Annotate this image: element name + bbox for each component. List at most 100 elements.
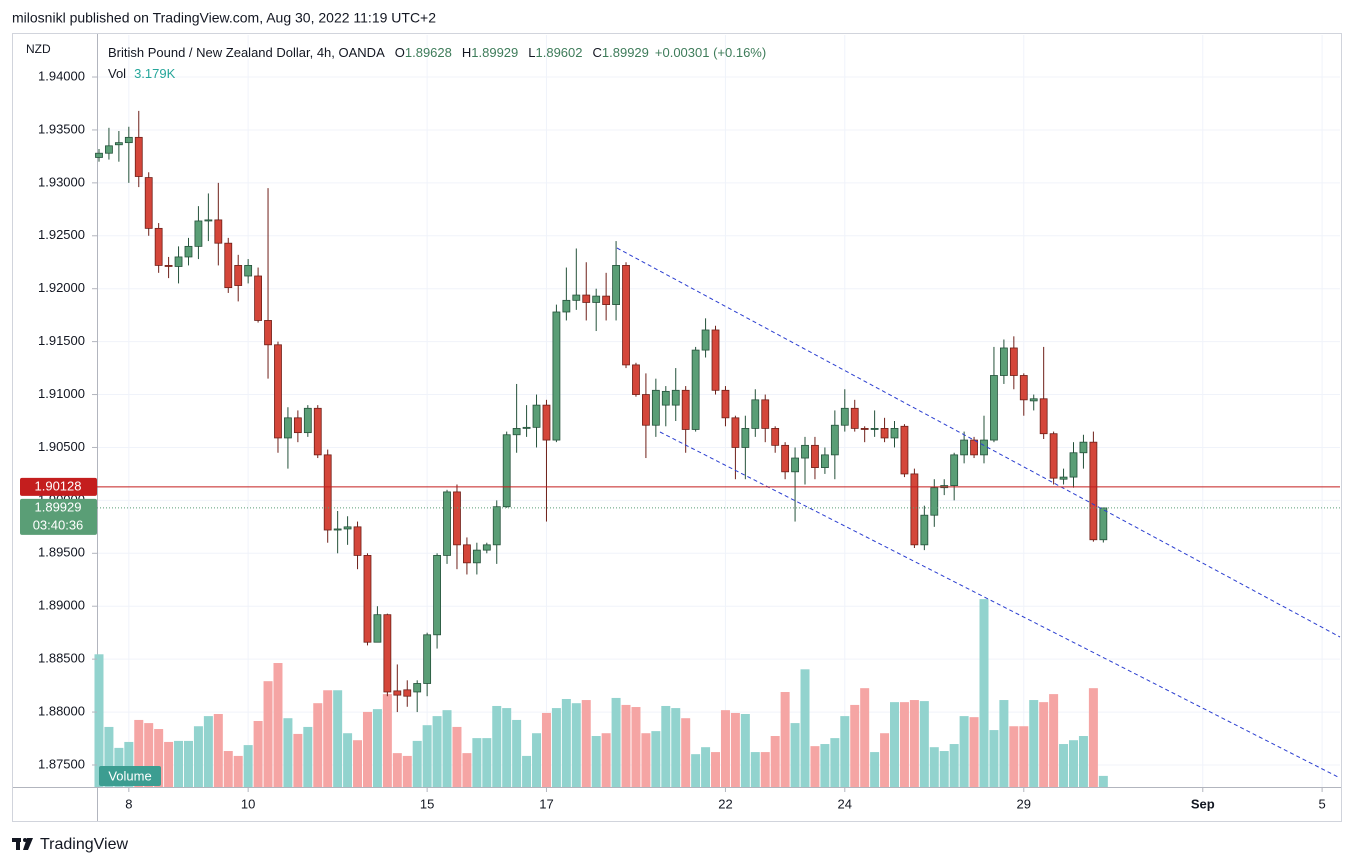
- legend-volume: Vol 3.179K: [108, 66, 176, 81]
- candle-body: [1069, 452, 1078, 478]
- candle-body: [612, 265, 620, 305]
- axes-layer: 1.94000 1.93500 1.93000 1.92500 1.92000 1.915…: [20, 68, 1340, 811]
- volume-bar: [333, 690, 343, 787]
- volume-bar: [94, 654, 104, 787]
- volume-bar: [203, 716, 213, 787]
- candle-body: [602, 295, 611, 305]
- volume-bar: [949, 744, 959, 787]
- volume-badge-text: Volume: [108, 768, 151, 783]
- candle-body: [144, 177, 153, 229]
- volume-bar: [959, 716, 969, 787]
- y-tick-label: 1.92500: [38, 227, 85, 242]
- legend-ohlc: British Pound / New Zealand Dollar, 4h, …: [108, 45, 766, 60]
- volume-bar: [442, 710, 452, 787]
- candle-body: [930, 487, 939, 516]
- volume-bar: [472, 738, 482, 787]
- candle-body: [920, 514, 929, 546]
- candle-body: [284, 417, 292, 439]
- candle-body: [731, 417, 740, 448]
- candle-body: [194, 220, 203, 247]
- candle-body: [950, 454, 959, 486]
- volume-bar: [104, 726, 114, 787]
- volume-bar: [939, 751, 949, 787]
- candle-body: [1079, 441, 1088, 454]
- x-tick-label: 29: [1017, 796, 1031, 811]
- candle-body: [184, 245, 193, 258]
- candle-body: [751, 399, 760, 429]
- candle-body: [353, 526, 362, 556]
- volume-bar: [860, 688, 870, 787]
- volume-bar: [134, 719, 144, 787]
- price-label: 1.89929: [35, 499, 82, 514]
- volume-bar: [730, 712, 740, 787]
- volume-bar: [760, 752, 770, 787]
- volume-bar: [154, 729, 164, 787]
- volume-bar: [243, 745, 253, 787]
- volume-bar: [303, 726, 313, 787]
- volume-bar: [482, 738, 492, 787]
- volume-bar: [611, 697, 621, 787]
- candle-body: [463, 544, 471, 564]
- candle-body: [492, 506, 501, 546]
- volume-bar: [989, 730, 999, 787]
- trend-line-lower: [659, 431, 1341, 779]
- candle-body: [791, 457, 799, 473]
- candle-body: [383, 614, 392, 693]
- brand: TradingView: [40, 836, 128, 853]
- candle-body: [433, 555, 441, 636]
- y-tick-label: 1.92000: [38, 280, 85, 295]
- candle-body: [393, 690, 402, 696]
- candle-body: [542, 404, 551, 441]
- volume-bar: [174, 740, 184, 787]
- candle-body: [1029, 398, 1038, 402]
- volume-bar: [402, 755, 412, 787]
- volume-bar: [770, 736, 780, 787]
- legend-text: O: [395, 45, 405, 60]
- candle-body: [592, 295, 601, 303]
- volume-bar: [711, 752, 721, 787]
- volume-bar: [412, 740, 422, 787]
- candle-body: [164, 265, 173, 267]
- volume-bar: [502, 708, 512, 787]
- volume-bar: [462, 753, 472, 787]
- volume-bar: [969, 717, 979, 787]
- candle-body: [850, 407, 859, 429]
- volume-bar: [631, 707, 641, 787]
- volume-bar: [353, 740, 363, 787]
- candle-body: [572, 294, 581, 301]
- volume-bar: [1059, 744, 1069, 787]
- legend-text: C: [593, 45, 602, 60]
- byline: milosnikl published on TradingView.com, …: [12, 10, 436, 26]
- x-tick-label: 15: [420, 796, 434, 811]
- legend-text: 1.89602: [536, 45, 583, 60]
- candle-body: [781, 444, 790, 473]
- candle-body: [900, 425, 909, 475]
- candle-body: [134, 136, 143, 177]
- volume-bar: [1029, 700, 1039, 787]
- candle-body: [741, 428, 750, 448]
- volume-bar: [293, 733, 303, 787]
- volume-bar: [551, 708, 561, 787]
- x-tick-label: Sep: [1191, 796, 1215, 811]
- candle-body: [502, 434, 511, 508]
- volume-bar: [591, 736, 601, 787]
- candle-body: [224, 242, 233, 289]
- volume-bar: [740, 714, 750, 787]
- volume-bar: [701, 747, 711, 787]
- volume-bar: [830, 738, 840, 787]
- y-tick-label: 1.90500: [38, 439, 85, 454]
- volume-bar: [979, 599, 989, 787]
- candle-body: [890, 428, 899, 439]
- volume-bar: [820, 744, 830, 787]
- candle-body: [960, 439, 969, 456]
- y-tick-label: 1.91500: [38, 333, 85, 348]
- candle-body: [512, 428, 521, 436]
- volume-bar: [691, 754, 701, 787]
- legend-text: Vol: [108, 66, 126, 81]
- volume-bar: [183, 740, 193, 787]
- volume-bar: [671, 708, 681, 787]
- candle-body: [323, 454, 332, 531]
- volume-bar: [532, 733, 542, 787]
- candle-body: [582, 294, 591, 303]
